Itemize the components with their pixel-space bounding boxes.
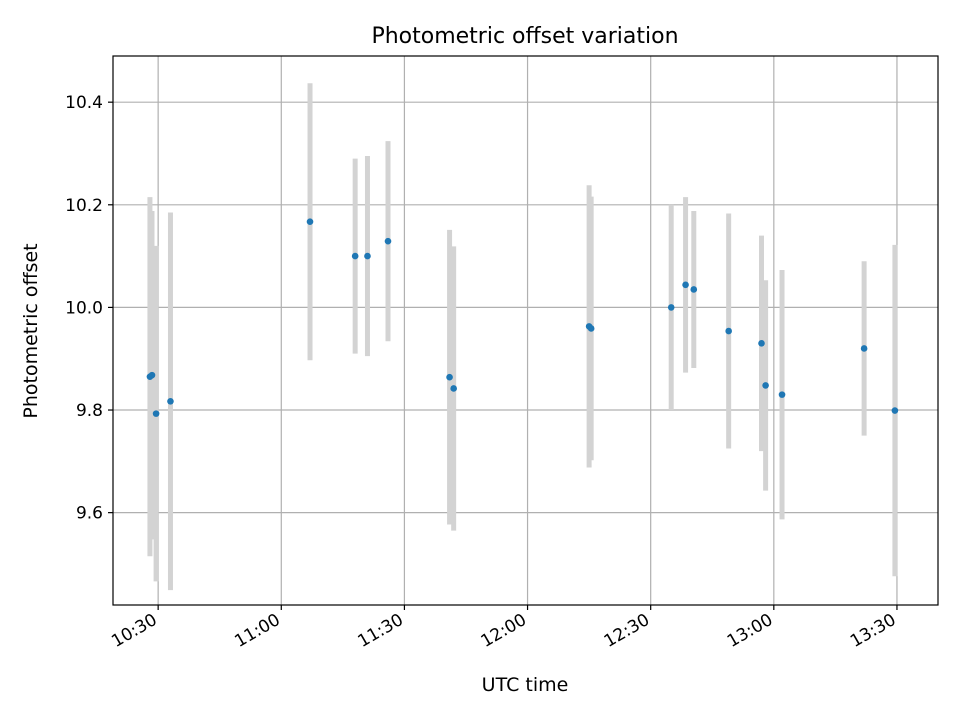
x-axis-label: UTC time	[482, 674, 569, 696]
data-point	[152, 410, 160, 417]
y-axis-label: Photometric offset	[20, 243, 42, 418]
data-point	[758, 340, 765, 347]
data-point	[778, 391, 786, 398]
data-point	[351, 252, 359, 260]
y-tick-label: 9.8	[76, 401, 103, 421]
data-point	[762, 382, 769, 389]
data-point	[148, 371, 156, 379]
y-tick-label: 10.4	[65, 93, 103, 113]
y-tick-label: 9.6	[76, 504, 103, 524]
y-tick-label: 10.0	[65, 298, 103, 318]
data-point	[690, 286, 698, 293]
data-point	[725, 327, 732, 335]
data-point	[167, 398, 174, 405]
chart-title: Photometric offset variation	[371, 24, 678, 49]
data-point	[306, 218, 314, 226]
point-layer	[146, 218, 899, 417]
data-point	[860, 345, 868, 352]
data-point	[384, 237, 392, 245]
plot-frame	[112, 55, 939, 606]
data-point	[446, 373, 453, 381]
data-point	[587, 325, 595, 332]
data-point	[891, 407, 899, 414]
data-point	[450, 385, 457, 392]
data-point	[682, 281, 689, 289]
data-point	[667, 304, 675, 311]
data-point	[364, 252, 371, 260]
y-tick-label: 10.2	[65, 196, 103, 216]
